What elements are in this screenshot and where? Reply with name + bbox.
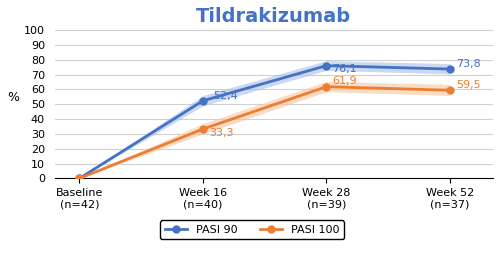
Legend: PASI 90, PASI 100: PASI 90, PASI 100 — [160, 221, 344, 240]
Text: 61,9: 61,9 — [332, 76, 357, 86]
PASI 90 — [447, 67, 453, 71]
PASI 100 — [324, 85, 330, 88]
Title: Tildrakizumab: Tildrakizumab — [196, 7, 352, 26]
Text: 76,1: 76,1 — [332, 64, 357, 74]
PASI 90 — [324, 64, 330, 67]
PASI 100 — [447, 89, 453, 92]
Line: PASI 90: PASI 90 — [76, 62, 454, 182]
Text: 59,5: 59,5 — [456, 80, 480, 90]
Line: PASI 100: PASI 100 — [76, 83, 454, 182]
Text: 33,3: 33,3 — [209, 128, 234, 138]
PASI 90 — [76, 177, 82, 180]
Text: 73,8: 73,8 — [456, 59, 481, 69]
Text: 52,4: 52,4 — [213, 90, 238, 101]
Y-axis label: %: % — [7, 91, 19, 104]
PASI 90 — [200, 99, 206, 102]
PASI 100 — [200, 127, 206, 131]
PASI 100 — [76, 177, 82, 180]
